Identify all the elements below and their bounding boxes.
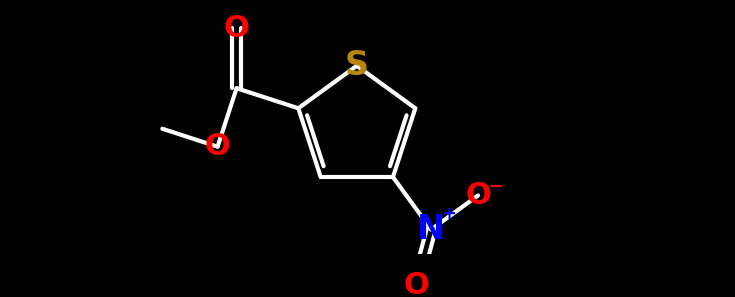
Text: O: O (465, 181, 491, 210)
Text: +: + (441, 205, 456, 223)
Text: −: − (487, 178, 503, 196)
Text: N: N (417, 213, 445, 246)
Text: O: O (223, 14, 249, 42)
Text: O: O (404, 271, 429, 297)
Text: S: S (345, 49, 369, 82)
Text: O: O (204, 132, 231, 161)
